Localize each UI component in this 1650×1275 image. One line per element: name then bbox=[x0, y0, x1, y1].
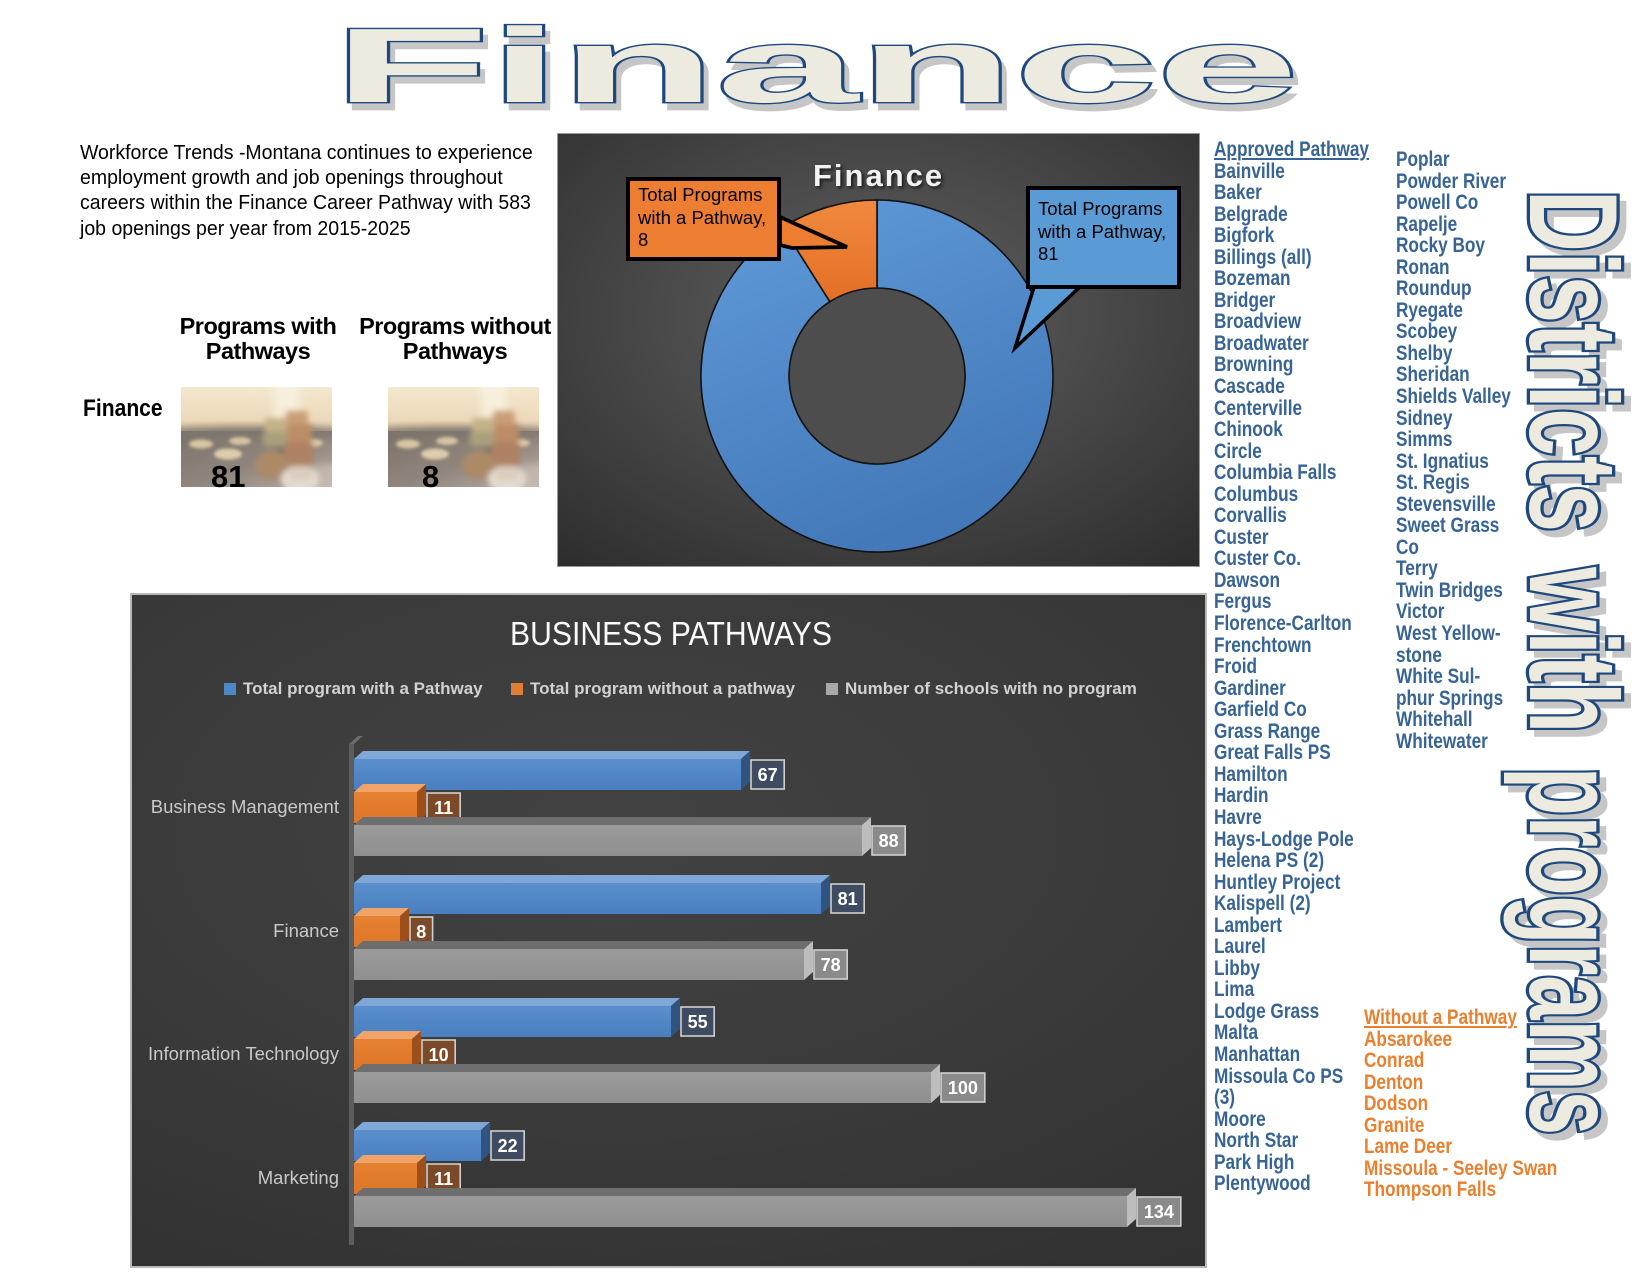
svg-text:Finance: Finance bbox=[273, 920, 339, 941]
svg-text:55: 55 bbox=[688, 1012, 708, 1032]
svg-text:Finance: Finance bbox=[333, 7, 1299, 125]
svg-text:78: 78 bbox=[821, 955, 841, 975]
svg-text:with: with bbox=[1510, 573, 1649, 740]
svg-text:Number of schools with no prog: Number of schools with no program bbox=[845, 679, 1137, 698]
svg-text:BUSINESS PATHWAYS: BUSINESS PATHWAYS bbox=[510, 616, 832, 653]
svg-text:Finance: Finance bbox=[338, 14, 1304, 125]
svg-text:10: 10 bbox=[429, 1045, 449, 1065]
svg-text:Finance: Finance bbox=[813, 158, 944, 193]
svg-text:88: 88 bbox=[879, 831, 899, 851]
svg-text:Districts: Districts bbox=[1510, 197, 1650, 539]
svg-text:8: 8 bbox=[416, 922, 426, 942]
svg-text:11: 11 bbox=[434, 798, 453, 818]
svg-text:81: 81 bbox=[838, 889, 858, 909]
svg-text:22: 22 bbox=[498, 1136, 518, 1156]
svg-text:with: with bbox=[1503, 566, 1642, 733]
svg-text:programs: programs bbox=[1503, 767, 1642, 1135]
svg-text:11: 11 bbox=[434, 1169, 453, 1189]
svg-text:134: 134 bbox=[1144, 1202, 1174, 1222]
svg-text:Information Technology: Information Technology bbox=[148, 1043, 340, 1064]
svg-text:Districts: Districts bbox=[1503, 190, 1643, 532]
svg-text:Business Management: Business Management bbox=[151, 796, 339, 817]
svg-text:programs: programs bbox=[1510, 774, 1649, 1142]
svg-text:Total program without a pathwa: Total program without a pathway bbox=[530, 679, 796, 698]
svg-text:100: 100 bbox=[948, 1078, 978, 1098]
svg-text:Marketing: Marketing bbox=[258, 1167, 339, 1188]
svg-text:67: 67 bbox=[758, 765, 778, 785]
svg-text:Total program with a Pathway: Total program with a Pathway bbox=[243, 679, 483, 698]
